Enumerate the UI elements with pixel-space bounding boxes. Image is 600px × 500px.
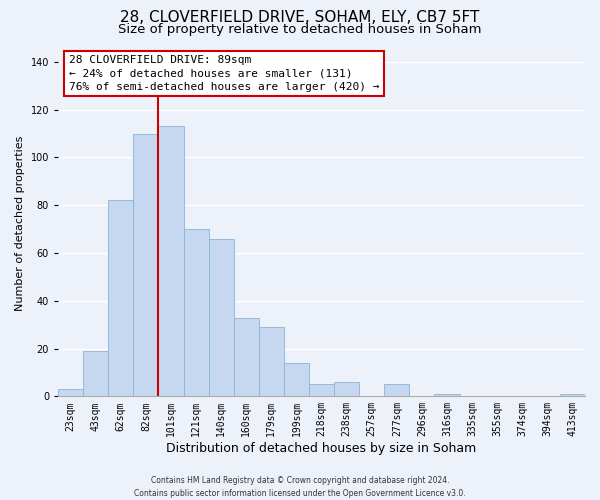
Bar	[184, 229, 209, 396]
Bar	[83, 351, 108, 397]
Bar	[133, 134, 158, 396]
Bar	[384, 384, 409, 396]
Y-axis label: Number of detached properties: Number of detached properties	[15, 136, 25, 311]
Bar	[58, 389, 83, 396]
Text: 28, CLOVERFIELD DRIVE, SOHAM, ELY, CB7 5FT: 28, CLOVERFIELD DRIVE, SOHAM, ELY, CB7 5…	[121, 10, 479, 25]
Bar	[434, 394, 460, 396]
Bar	[158, 126, 184, 396]
Bar	[334, 382, 359, 396]
Text: Size of property relative to detached houses in Soham: Size of property relative to detached ho…	[118, 22, 482, 36]
Bar	[108, 200, 133, 396]
Bar	[560, 394, 585, 396]
Bar	[234, 318, 259, 396]
Bar	[259, 327, 284, 396]
Bar	[309, 384, 334, 396]
Text: Contains HM Land Registry data © Crown copyright and database right 2024.
Contai: Contains HM Land Registry data © Crown c…	[134, 476, 466, 498]
Bar	[209, 238, 234, 396]
X-axis label: Distribution of detached houses by size in Soham: Distribution of detached houses by size …	[166, 442, 476, 455]
Text: 28 CLOVERFIELD DRIVE: 89sqm
← 24% of detached houses are smaller (131)
76% of se: 28 CLOVERFIELD DRIVE: 89sqm ← 24% of det…	[68, 55, 379, 92]
Bar	[284, 363, 309, 396]
